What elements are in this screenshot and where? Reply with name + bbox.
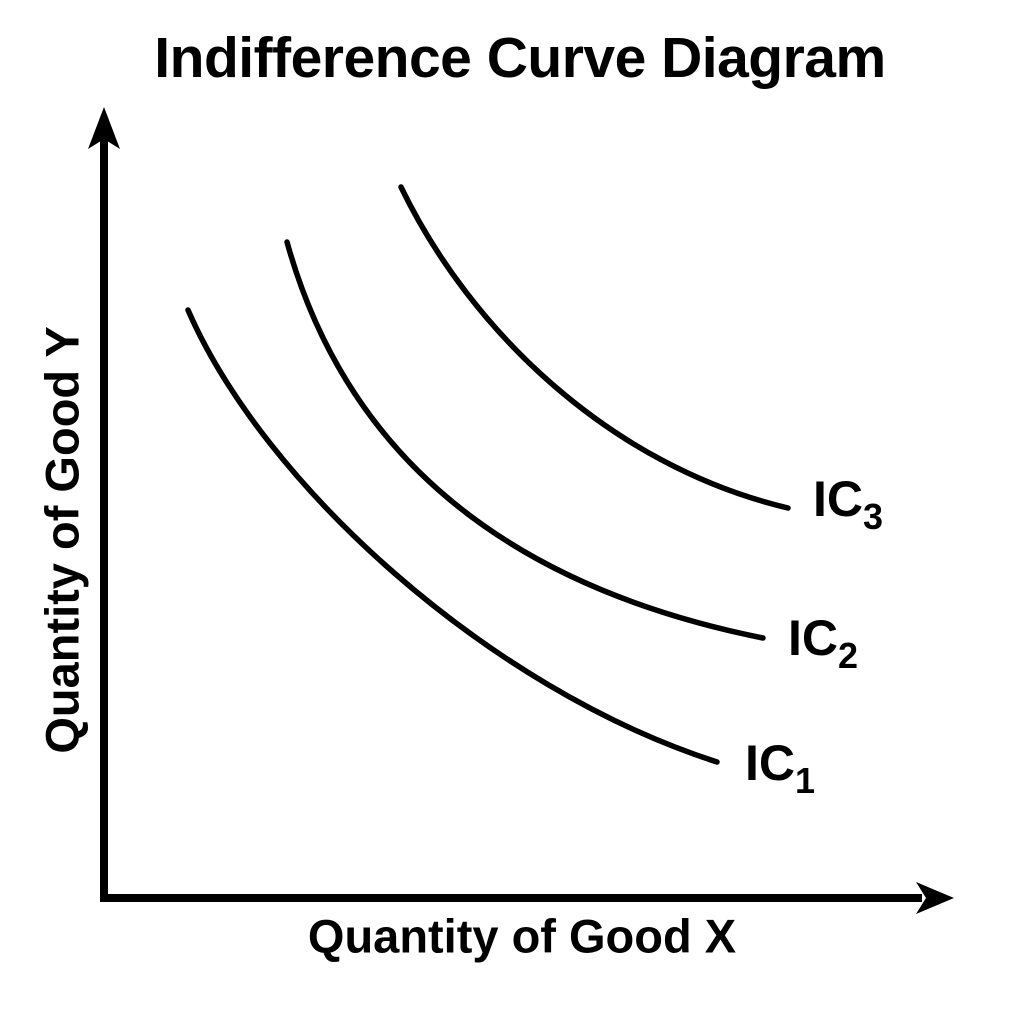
curve-label-IC1: IC1 (745, 735, 815, 801)
y-axis-label: Quantity of Good Y (35, 326, 89, 754)
y-axis-arrowhead-icon (88, 107, 120, 149)
indifference-curves (185, 184, 791, 765)
indifference-curve-IC2 (284, 239, 766, 641)
indifference-curve-IC3 (398, 184, 791, 511)
curve-label-IC3: IC3 (813, 471, 883, 537)
indifference-curve-IC1 (185, 307, 720, 765)
chart-title: Indifference Curve Diagram (154, 26, 886, 90)
curve-label-IC2: IC2 (788, 610, 858, 676)
curve-labels: IC1 IC2 IC3 (745, 471, 883, 801)
x-axis-arrowhead-icon (916, 882, 954, 914)
x-axis-label: Quantity of Good X (307, 909, 737, 963)
